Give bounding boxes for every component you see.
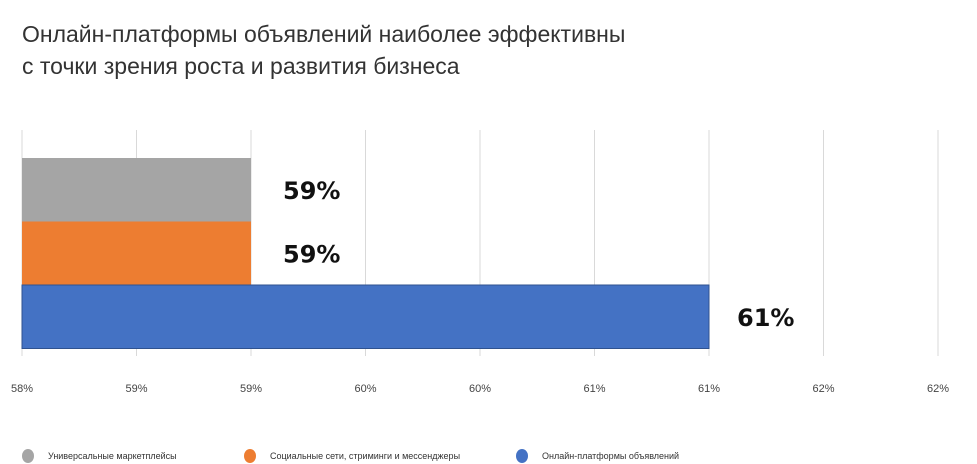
x-tick-label: 60% — [469, 383, 491, 395]
bar — [21, 284, 710, 349]
legend-item: Универсальные маркетплейсы — [22, 449, 177, 463]
bar — [22, 221, 251, 285]
legend-label: Социальные сети, стриминги и мессенджеры — [270, 451, 461, 461]
legend-label: Универсальные маркетплейсы — [48, 451, 177, 461]
legend-swatch — [22, 449, 34, 463]
title-line: Онлайн-платформы объявлений наиболее эфф… — [22, 21, 626, 47]
legend-swatch — [244, 449, 256, 463]
x-tick-label: 59% — [240, 383, 262, 395]
legend-item: Социальные сети, стриминги и мессенджеры — [244, 449, 460, 463]
chart-title: Онлайн-платформы объявлений наиболее эфф… — [22, 18, 625, 82]
x-tick-label: 61% — [583, 383, 605, 395]
x-tick-label: 61% — [698, 383, 720, 395]
legend-label: Онлайн-платформы объявлений — [542, 451, 680, 461]
legend-item: Онлайн-платформы объявлений — [516, 449, 679, 463]
x-tick-label: 59% — [125, 383, 147, 395]
legend-swatch — [516, 449, 528, 463]
x-tick-label: 60% — [354, 383, 376, 395]
data-label: 59% — [283, 177, 340, 205]
bar — [22, 158, 251, 222]
data-label: 59% — [283, 240, 340, 268]
x-tick-label: 58% — [11, 383, 33, 395]
data-label: 61% — [737, 304, 794, 332]
x-tick-label: 62% — [927, 383, 949, 395]
x-tick-label: 62% — [812, 383, 834, 395]
title-line: с точки зрения роста и развития бизнеса — [22, 53, 460, 79]
